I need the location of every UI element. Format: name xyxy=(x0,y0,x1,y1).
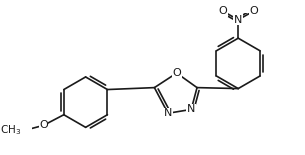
Text: O: O xyxy=(218,6,227,16)
Text: N: N xyxy=(187,104,196,114)
Text: O: O xyxy=(39,120,48,130)
Text: CH$_3$: CH$_3$ xyxy=(0,123,21,137)
Text: O: O xyxy=(249,6,258,16)
Text: N: N xyxy=(164,108,172,118)
Text: O: O xyxy=(172,68,181,78)
Text: N: N xyxy=(234,15,242,25)
